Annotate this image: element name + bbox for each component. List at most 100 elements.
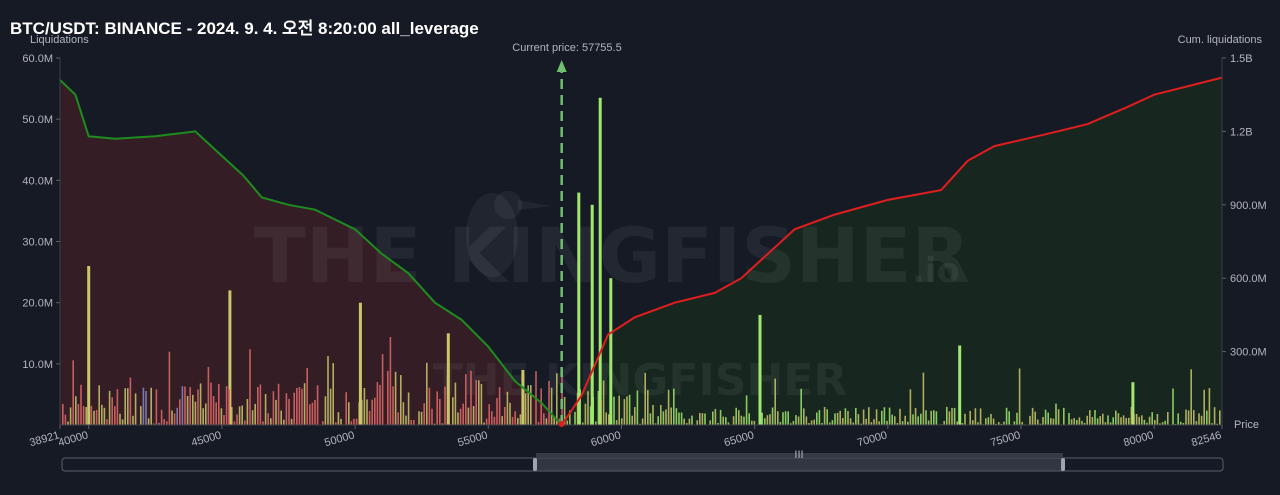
- scrollbar-left-handle[interactable]: [533, 458, 537, 471]
- right-tick-label: 900.0M: [1230, 200, 1267, 212]
- liquidation-bar: [197, 389, 199, 425]
- liquidation-bar: [72, 360, 74, 425]
- liquidation-bar: [545, 418, 548, 425]
- liquidation-bar: [787, 411, 789, 425]
- liquidation-bar: [959, 423, 961, 425]
- liquidation-bar: [1156, 414, 1159, 425]
- liquidation-bar: [1013, 421, 1016, 425]
- liquidation-bar: [847, 411, 849, 425]
- liquidation-bar: [1068, 413, 1070, 425]
- scrollbar-grip[interactable]: III: [794, 449, 803, 461]
- liquidation-bar: [1094, 410, 1096, 425]
- liquidation-bar: [1070, 419, 1073, 425]
- liquidation-bar: [597, 390, 600, 425]
- liquidation-bar: [153, 423, 155, 425]
- liquidation-bar: [899, 408, 901, 425]
- scrollbar-range[interactable]: [536, 458, 1063, 471]
- liquidation-bar[interactable]: [1131, 382, 1135, 425]
- liquidation-bar: [1193, 410, 1195, 425]
- liquidation-bar: [727, 422, 730, 425]
- liquidation-bar[interactable]: [358, 302, 362, 425]
- liquidation-bar: [420, 411, 423, 425]
- liquidation-bar: [459, 408, 462, 425]
- liquidation-bar: [355, 418, 358, 425]
- liquidation-bar: [896, 423, 899, 425]
- liquidation-bar: [1052, 418, 1055, 425]
- liquidation-bar: [1021, 421, 1023, 425]
- liquidation-bar[interactable]: [590, 204, 594, 425]
- liquidation-bar: [134, 393, 137, 425]
- liquidation-bar: [95, 409, 98, 425]
- liquidation-bar[interactable]: [577, 192, 581, 425]
- liquidation-bar: [649, 413, 652, 425]
- liquidation-bar: [199, 383, 202, 425]
- liquidation-bar: [298, 387, 301, 425]
- liquidation-bar: [381, 354, 384, 425]
- liquidation-bar: [1018, 368, 1021, 425]
- liquidation-bar: [553, 416, 555, 425]
- liquidation-bar: [163, 419, 165, 425]
- liquidation-bar: [550, 387, 553, 425]
- liquidation-bar: [1203, 389, 1205, 425]
- liquidation-bar: [699, 413, 701, 425]
- liquidation-bar: [927, 420, 930, 425]
- liquidation-bar: [1016, 412, 1018, 425]
- liquidation-bar: [264, 394, 267, 425]
- current-price-marker: Current price: 57755.5: [512, 42, 622, 427]
- liquidation-bar: [1086, 415, 1088, 425]
- liquidation-bar: [400, 375, 402, 425]
- liquidation-bar[interactable]: [758, 314, 762, 425]
- liquidation-bar: [1219, 410, 1221, 425]
- liquidation-bar: [961, 423, 964, 425]
- liquidation-bar: [1146, 422, 1148, 425]
- liquidation-bar: [912, 414, 914, 425]
- liquidation-bar: [1141, 415, 1143, 425]
- x-axis-title: Price: [1234, 419, 1259, 431]
- liquidation-bar[interactable]: [958, 345, 962, 426]
- scrollbar-right-handle[interactable]: [1061, 458, 1065, 471]
- liquidation-bar: [1096, 418, 1099, 425]
- liquidation-bar: [220, 408, 223, 425]
- liquidation-bar: [753, 420, 756, 425]
- liquidation-bar: [813, 419, 815, 425]
- liquidation-bar: [826, 409, 828, 425]
- liquidation-bar: [93, 410, 95, 425]
- liquidation-bar[interactable]: [609, 278, 613, 425]
- liquidation-bar: [537, 421, 540, 425]
- liquidation-bar: [985, 418, 987, 425]
- liquidation-bar: [969, 410, 971, 425]
- chart-scrollbar[interactable]: III: [61, 449, 1224, 472]
- liquidation-bar: [345, 392, 347, 425]
- liquidation-bar: [1200, 415, 1203, 425]
- liquidation-bar: [909, 389, 912, 425]
- liquidation-bar: [127, 388, 129, 425]
- liquidation-bar: [904, 415, 906, 425]
- liquidation-bar: [1107, 415, 1109, 425]
- liquidation-bar: [1081, 420, 1083, 425]
- x-tick-label: 38921: [28, 429, 61, 449]
- liquidation-bar: [179, 399, 181, 425]
- liquidation-bar: [457, 412, 459, 425]
- liquidation-bar: [1143, 419, 1146, 425]
- liquidation-bar: [527, 385, 529, 425]
- liquidation-bar: [140, 406, 142, 425]
- liquidation-bar: [621, 418, 623, 425]
- liquidation-bar: [613, 396, 615, 425]
- liquidation-bar: [543, 413, 545, 425]
- liquidation-bar: [402, 402, 405, 425]
- liquidation-bar: [857, 414, 860, 425]
- liquidation-bar: [405, 415, 407, 425]
- liquidation-bar: [423, 403, 425, 425]
- liquidation-bar: [1182, 423, 1185, 425]
- liquidation-bar: [860, 423, 862, 425]
- liquidation-bar: [1174, 423, 1177, 425]
- liquidation-bar[interactable]: [87, 266, 91, 425]
- liquidation-bar[interactable]: [598, 97, 602, 426]
- liquidation-bar[interactable]: [228, 290, 232, 425]
- liquidation-bar: [155, 389, 158, 425]
- liquidation-bar: [987, 417, 990, 425]
- liquidation-bar: [322, 421, 324, 425]
- liquidation-bar: [1008, 411, 1010, 425]
- liquidation-bar: [709, 420, 711, 425]
